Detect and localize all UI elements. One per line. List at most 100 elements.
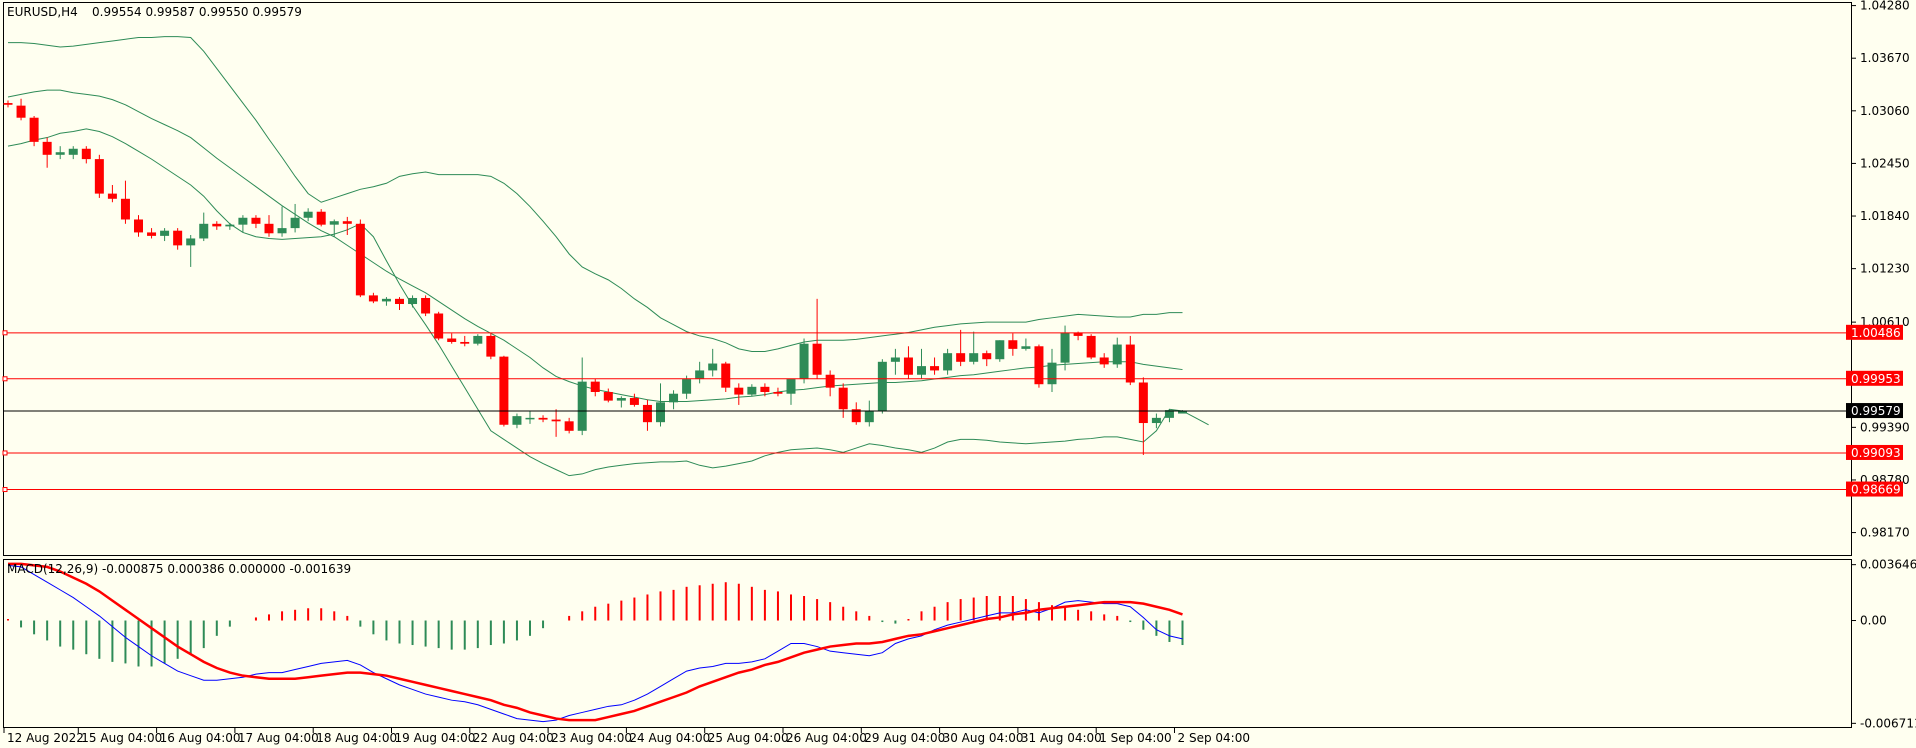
candle-body — [134, 219, 143, 233]
price-tick-label: 1.03670 — [1860, 51, 1910, 65]
candle-body — [29, 117, 39, 142]
candle-body — [1060, 332, 1070, 363]
candle — [186, 235, 196, 267]
candle-body — [773, 391, 783, 394]
candle — [734, 383, 744, 405]
hline-handle[interactable] — [2, 487, 8, 493]
time-tick-label: 31 Aug 04:00 — [1021, 731, 1102, 745]
time-tick-label: 24 Aug 04:00 — [629, 731, 710, 745]
candle-body — [943, 353, 953, 371]
candle-body — [68, 148, 78, 155]
candle-body — [564, 421, 574, 431]
time-tick-label: 12 Aug 2022 — [7, 731, 84, 745]
candle-body — [1073, 332, 1083, 336]
time-tick-label: 15 Aug 04:00 — [81, 731, 162, 745]
candle-body — [799, 343, 809, 380]
candle-body — [877, 361, 887, 411]
candle — [616, 396, 626, 408]
candle-body — [147, 232, 157, 236]
candle-body — [395, 298, 404, 305]
candle-body — [642, 404, 652, 423]
candle — [590, 379, 600, 397]
candle-body — [629, 398, 639, 405]
candle-body — [94, 159, 104, 194]
candle-body — [342, 221, 352, 224]
candle — [42, 137, 52, 168]
candle-body — [1034, 346, 1044, 385]
candle — [525, 410, 535, 424]
candle-body — [708, 363, 718, 371]
candle — [290, 203, 300, 233]
candle-body — [669, 393, 679, 403]
macd-panel-frame — [3, 559, 1852, 728]
candle — [629, 393, 639, 407]
candle-body — [903, 357, 913, 375]
candle — [434, 311, 444, 341]
candle — [512, 413, 522, 429]
candle — [499, 355, 509, 427]
horizontal-lines[interactable]: 1.00486 0.99953 0.99093 0.98669 0.99579 — [2, 324, 1903, 497]
candle-body — [460, 341, 470, 344]
time-tick-label: 17 Aug 04:00 — [238, 731, 319, 745]
candle — [29, 115, 39, 147]
hline-price-label: 0.98669 — [1851, 483, 1901, 497]
candle — [120, 180, 130, 224]
current-price-label: 0.99579 — [1851, 404, 1901, 418]
price-tick-label: 0.98170 — [1860, 526, 1910, 540]
candle — [160, 228, 170, 242]
candle-body — [42, 141, 52, 155]
candle-body — [264, 223, 274, 234]
candle-body — [1086, 335, 1096, 358]
candle-body — [238, 217, 248, 225]
candle — [708, 348, 718, 377]
hline-price-label: 0.99953 — [1851, 372, 1901, 386]
candle-body — [3, 103, 13, 105]
candle-body — [525, 417, 535, 420]
candle — [16, 98, 26, 121]
candle-body — [838, 387, 848, 410]
current-price-tag — [1846, 403, 1903, 419]
candle-body — [434, 313, 444, 339]
hline-handle[interactable] — [2, 330, 8, 336]
hline-price-label: 0.99093 — [1851, 446, 1901, 460]
candle-body — [656, 402, 665, 423]
candle — [486, 333, 496, 360]
price-tick-label: 0.99390 — [1860, 420, 1910, 434]
time-tick-label: 30 Aug 04:00 — [943, 731, 1024, 745]
candle-body — [368, 295, 378, 302]
candle — [747, 384, 757, 397]
candle — [812, 298, 822, 380]
time-tick-label: 23 Aug 04:00 — [551, 731, 632, 745]
candle-body — [577, 381, 587, 431]
macd-axis: 0.003646 0.00 -0.006711 — [1852, 558, 1916, 730]
macd-tick-label: 0.00 — [1860, 614, 1887, 628]
candle — [799, 338, 809, 384]
time-tick-label: 26 Aug 04:00 — [786, 731, 867, 745]
candle-body — [1125, 344, 1135, 383]
candle-body — [917, 366, 926, 375]
candle-body — [760, 386, 770, 392]
macd-plot — [7, 562, 1184, 723]
price-tick-label: 1.01840 — [1860, 209, 1910, 223]
price-tick-label: 1.01230 — [1860, 262, 1910, 276]
candle — [460, 335, 470, 347]
time-tick-label: 29 Aug 04:00 — [864, 731, 945, 745]
hline-price-tag — [1846, 481, 1903, 497]
candle-body — [120, 198, 130, 220]
candle-body — [316, 211, 326, 225]
hline-handle[interactable] — [2, 450, 8, 456]
ohlc-readout: 0.99554 0.99587 0.99550 0.99579 — [92, 5, 302, 19]
candle-body — [107, 193, 117, 199]
candle — [877, 359, 887, 414]
candle-body — [969, 353, 979, 362]
candle-body — [1138, 382, 1148, 424]
candle — [238, 215, 248, 233]
macd-tick-label: -0.006711 — [1860, 716, 1916, 730]
candle — [303, 208, 313, 222]
candle — [1021, 338, 1031, 351]
candle-body — [277, 228, 287, 234]
hline-handle[interactable] — [2, 376, 8, 382]
candle — [225, 222, 235, 230]
candle-body — [486, 335, 496, 357]
